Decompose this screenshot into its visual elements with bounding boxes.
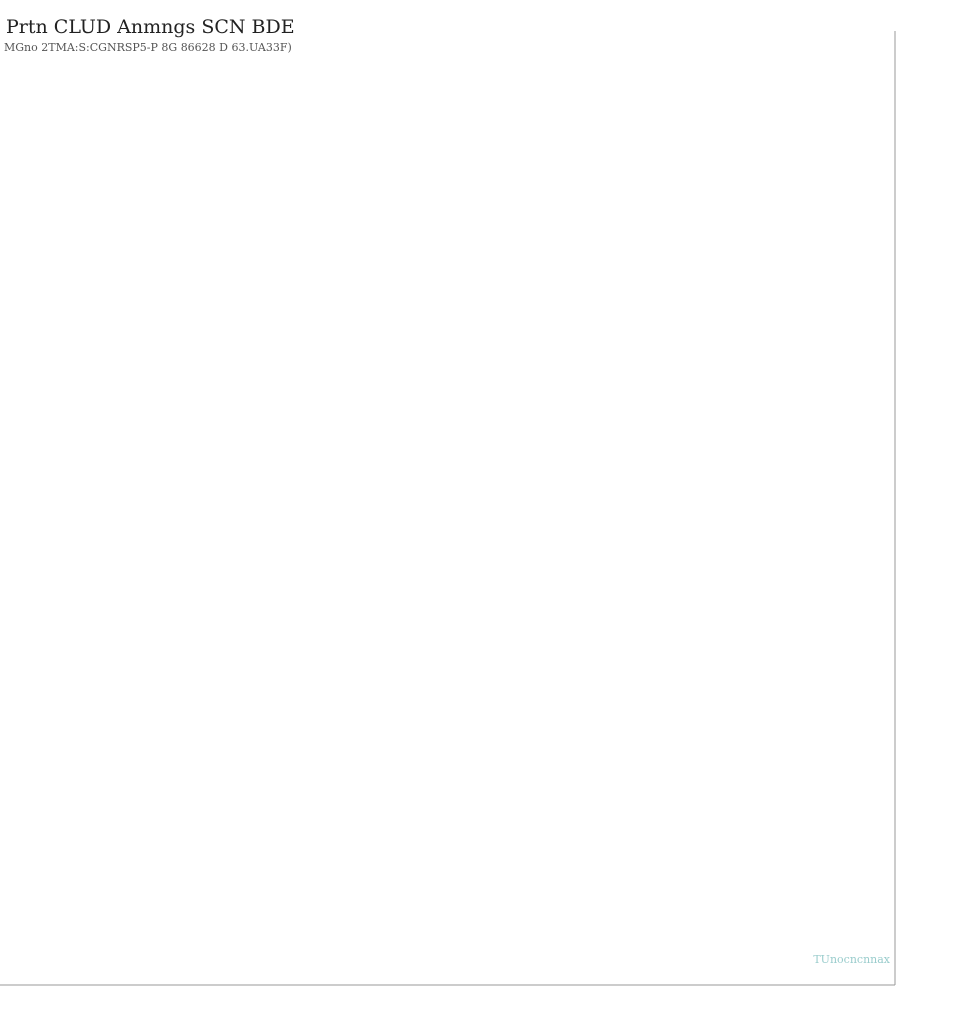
chart-title: Prtn CLUD Anmngs SCN BDE <box>6 16 295 38</box>
chart-subtitle: MGno 2TMA:S:CGNRSP5-P 8G 86628 D 63.UA33… <box>4 41 292 54</box>
watermark: TUnocncnnax <box>813 953 890 966</box>
